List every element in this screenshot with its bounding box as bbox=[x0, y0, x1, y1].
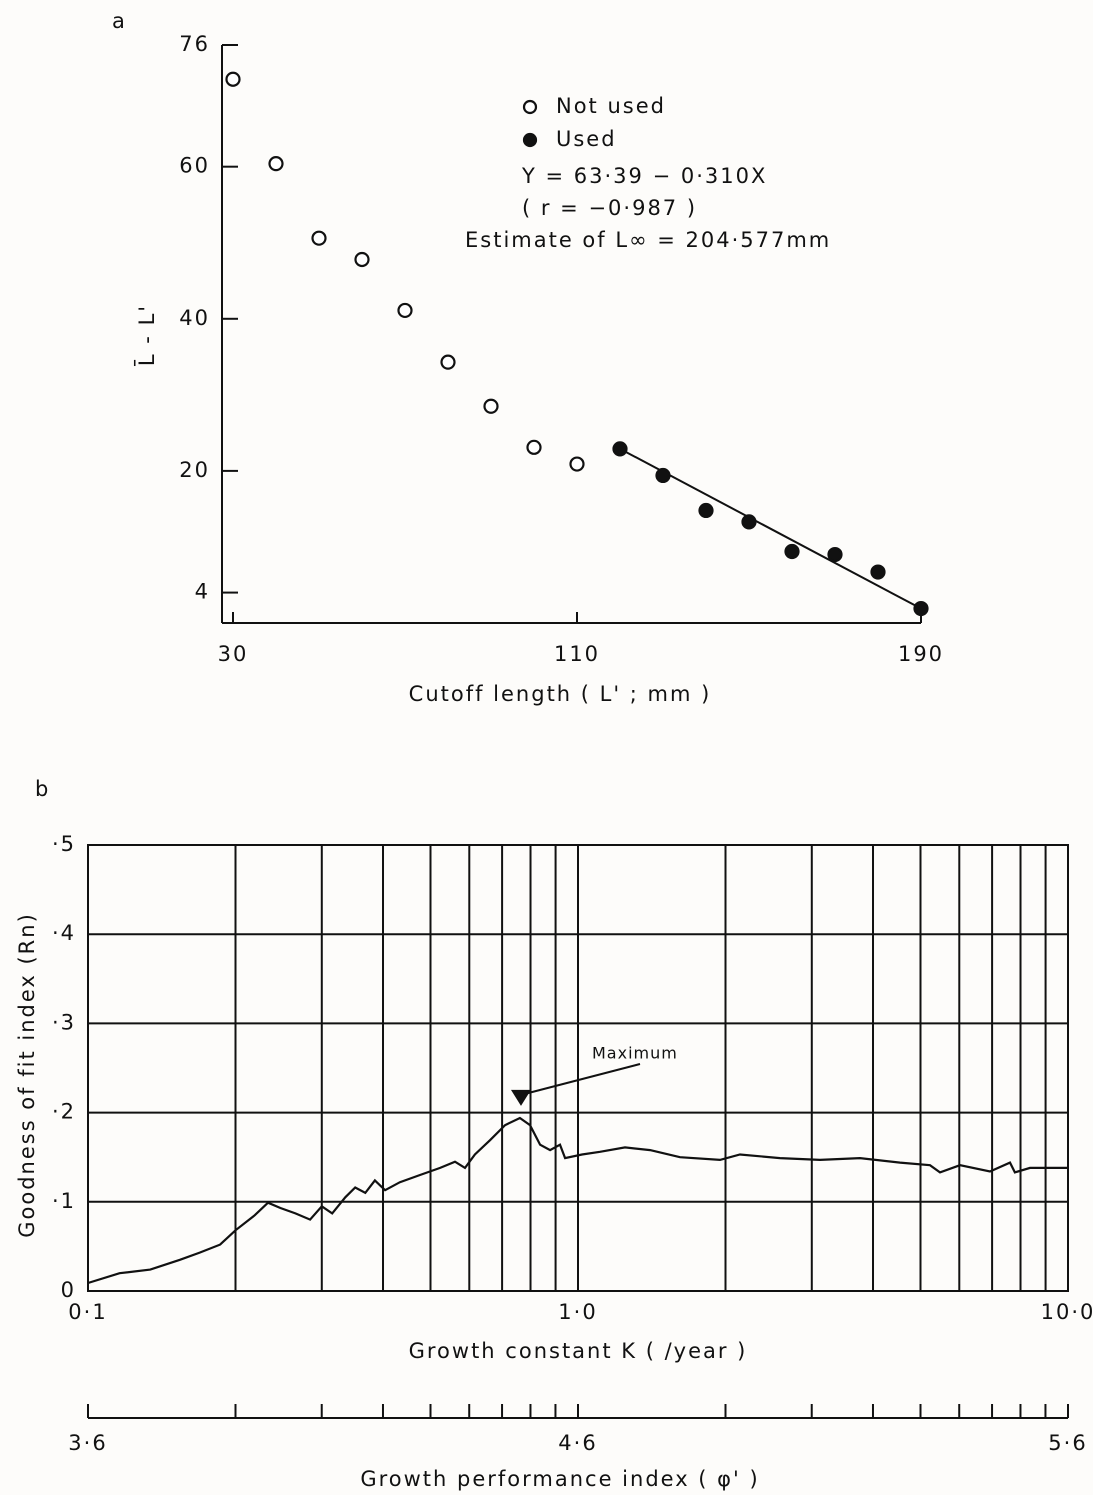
y-tick-label: ·3 bbox=[52, 1010, 76, 1034]
x-tick-label: 0·1 bbox=[68, 1300, 107, 1324]
point bbox=[913, 600, 929, 617]
x2-tick-label: 5·6 bbox=[1048, 1431, 1087, 1455]
annotation: Y = 63·39 − 0·310X bbox=[521, 164, 767, 188]
point bbox=[827, 546, 843, 563]
x-tick-label: 1·0 bbox=[558, 1300, 597, 1324]
y-tick-label: ·1 bbox=[52, 1189, 76, 1213]
x2-tick-label: 3·6 bbox=[68, 1431, 107, 1455]
point bbox=[483, 398, 499, 414]
x-axis-label: Cutoff length ( L' ; mm ) bbox=[409, 682, 712, 706]
y-tick-label: 60 bbox=[179, 154, 210, 178]
point bbox=[311, 230, 327, 246]
annotation: ( r = −0·987 ) bbox=[522, 196, 697, 220]
y-tick-label: ·4 bbox=[52, 921, 76, 945]
y-tick-label: ·5 bbox=[52, 832, 76, 856]
point bbox=[569, 456, 585, 472]
y-tick-label: 76 bbox=[179, 32, 210, 56]
point bbox=[354, 251, 370, 268]
point bbox=[526, 439, 542, 455]
point bbox=[655, 467, 671, 484]
secondary-x-axis-label: Growth performance index ( φ' ) bbox=[360, 1467, 759, 1491]
point bbox=[741, 514, 757, 530]
point bbox=[225, 71, 241, 87]
point bbox=[784, 543, 800, 560]
y-tick-label: 40 bbox=[179, 306, 210, 330]
x-axis-label: Growth constant K ( /year ) bbox=[409, 1339, 748, 1363]
legend-label: Used bbox=[556, 127, 617, 151]
legend-marker bbox=[522, 99, 538, 115]
annotation: Maximum bbox=[592, 1044, 678, 1063]
point bbox=[612, 441, 628, 457]
annotation: Estimate of L∞ = 204·577mm bbox=[465, 228, 831, 252]
x-tick-label: 10·0 bbox=[1041, 1300, 1093, 1324]
x-tick-label: 110 bbox=[554, 642, 600, 666]
y-axis-label: Goodness of fit index (Rn) bbox=[15, 912, 39, 1238]
point bbox=[440, 354, 456, 370]
point bbox=[397, 302, 413, 319]
x2-tick-label: 4·6 bbox=[558, 1431, 597, 1455]
panel-label: a bbox=[112, 9, 127, 33]
point bbox=[870, 564, 886, 580]
x-tick-label: 30 bbox=[218, 642, 249, 666]
y-tick-label: 20 bbox=[179, 458, 210, 482]
y-tick-label: ·2 bbox=[52, 1100, 76, 1124]
annotation-arrow bbox=[524, 1063, 641, 1095]
point bbox=[698, 502, 714, 519]
legend-label: Not used bbox=[556, 94, 666, 118]
x-tick-label: 190 bbox=[898, 642, 944, 666]
curve bbox=[87, 1116, 1068, 1285]
y-axis-label: L̄ - L' bbox=[134, 304, 159, 367]
panel-label: b bbox=[35, 777, 50, 801]
y-tick-label: 4 bbox=[195, 580, 210, 604]
point bbox=[268, 156, 284, 172]
legend-marker bbox=[522, 132, 538, 148]
y-tick-label: 0 bbox=[61, 1278, 76, 1302]
